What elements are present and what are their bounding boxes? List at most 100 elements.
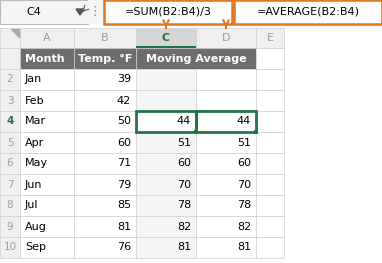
Text: 82: 82 xyxy=(237,221,251,231)
Bar xyxy=(234,0,382,24)
Text: 5: 5 xyxy=(7,138,13,148)
Text: Moving Average: Moving Average xyxy=(146,53,246,63)
Bar xyxy=(256,216,284,237)
Text: 71: 71 xyxy=(117,159,131,169)
Bar xyxy=(74,132,136,153)
Bar xyxy=(136,48,256,69)
Text: 4: 4 xyxy=(6,117,14,127)
Text: 44: 44 xyxy=(177,117,191,127)
Text: 70: 70 xyxy=(237,180,251,190)
Text: Jun: Jun xyxy=(25,180,42,190)
Bar xyxy=(74,111,136,132)
Text: 9: 9 xyxy=(7,221,13,231)
Bar xyxy=(136,46,196,48)
Text: 78: 78 xyxy=(237,200,251,210)
Bar xyxy=(136,69,196,90)
Bar xyxy=(136,90,196,111)
Bar xyxy=(74,153,136,174)
Bar xyxy=(20,111,74,132)
Text: =SUM(B2:B4)/3: =SUM(B2:B4)/3 xyxy=(125,7,212,17)
Text: 82: 82 xyxy=(177,221,191,231)
Text: ⋮: ⋮ xyxy=(89,6,101,18)
Bar xyxy=(136,195,196,216)
Text: 39: 39 xyxy=(117,74,131,84)
Text: Aug: Aug xyxy=(25,221,47,231)
Text: 60: 60 xyxy=(117,138,131,148)
Bar xyxy=(136,132,196,153)
Bar xyxy=(256,90,284,111)
Bar xyxy=(256,132,284,153)
Bar xyxy=(0,111,20,132)
Text: 51: 51 xyxy=(177,138,191,148)
Bar xyxy=(74,216,136,237)
Text: Apr: Apr xyxy=(25,138,44,148)
Bar xyxy=(196,111,256,132)
Bar xyxy=(256,174,284,195)
Text: 81: 81 xyxy=(117,221,131,231)
Bar xyxy=(0,69,20,90)
Bar xyxy=(104,0,232,24)
Bar xyxy=(196,90,256,111)
Bar xyxy=(20,153,74,174)
Text: 81: 81 xyxy=(177,242,191,252)
Bar xyxy=(0,48,20,69)
Text: Temp. °F: Temp. °F xyxy=(78,53,132,64)
Bar xyxy=(196,111,256,132)
Bar xyxy=(0,28,20,48)
Bar xyxy=(196,174,256,195)
Text: 78: 78 xyxy=(177,200,191,210)
Bar xyxy=(20,132,74,153)
Bar xyxy=(136,174,196,195)
Text: Sep: Sep xyxy=(25,242,46,252)
Text: 44: 44 xyxy=(237,117,251,127)
Text: C4: C4 xyxy=(26,7,41,17)
Text: 85: 85 xyxy=(117,200,131,210)
Bar xyxy=(88,0,102,24)
Text: Mar: Mar xyxy=(25,117,46,127)
Bar xyxy=(0,174,20,195)
Text: 81: 81 xyxy=(237,242,251,252)
Bar xyxy=(0,132,20,153)
Polygon shape xyxy=(76,9,84,15)
Text: 10: 10 xyxy=(3,242,16,252)
Bar xyxy=(102,0,104,24)
Bar xyxy=(254,130,258,134)
Bar xyxy=(136,111,196,132)
Bar xyxy=(74,90,136,111)
Bar xyxy=(136,111,196,132)
Text: 4: 4 xyxy=(7,117,13,127)
Text: 8: 8 xyxy=(7,200,13,210)
Bar xyxy=(20,195,74,216)
Bar xyxy=(196,28,256,48)
Bar xyxy=(194,130,198,134)
Text: 3: 3 xyxy=(7,95,13,105)
Bar xyxy=(256,69,284,90)
Bar xyxy=(136,216,196,237)
Text: 76: 76 xyxy=(117,242,131,252)
Text: B: B xyxy=(101,33,109,43)
Bar xyxy=(256,48,284,69)
Bar xyxy=(136,237,196,258)
Text: 60: 60 xyxy=(177,159,191,169)
Text: Feb: Feb xyxy=(25,95,45,105)
Text: =AVERAGE(B2:B4): =AVERAGE(B2:B4) xyxy=(256,7,359,17)
Bar xyxy=(0,153,20,174)
Bar xyxy=(136,28,196,48)
Text: 7: 7 xyxy=(7,180,13,190)
Polygon shape xyxy=(11,29,19,37)
Bar xyxy=(20,237,74,258)
Bar xyxy=(0,0,88,24)
Bar xyxy=(256,153,284,174)
Text: 51: 51 xyxy=(237,138,251,148)
Bar xyxy=(74,174,136,195)
Text: 2: 2 xyxy=(7,74,13,84)
Text: 79: 79 xyxy=(117,180,131,190)
Text: A: A xyxy=(43,33,51,43)
Bar xyxy=(196,132,256,153)
Bar xyxy=(20,174,74,195)
Bar xyxy=(74,237,136,258)
Text: Jan: Jan xyxy=(25,74,42,84)
Bar xyxy=(20,216,74,237)
Text: 50: 50 xyxy=(117,117,131,127)
Text: Month: Month xyxy=(25,53,65,63)
